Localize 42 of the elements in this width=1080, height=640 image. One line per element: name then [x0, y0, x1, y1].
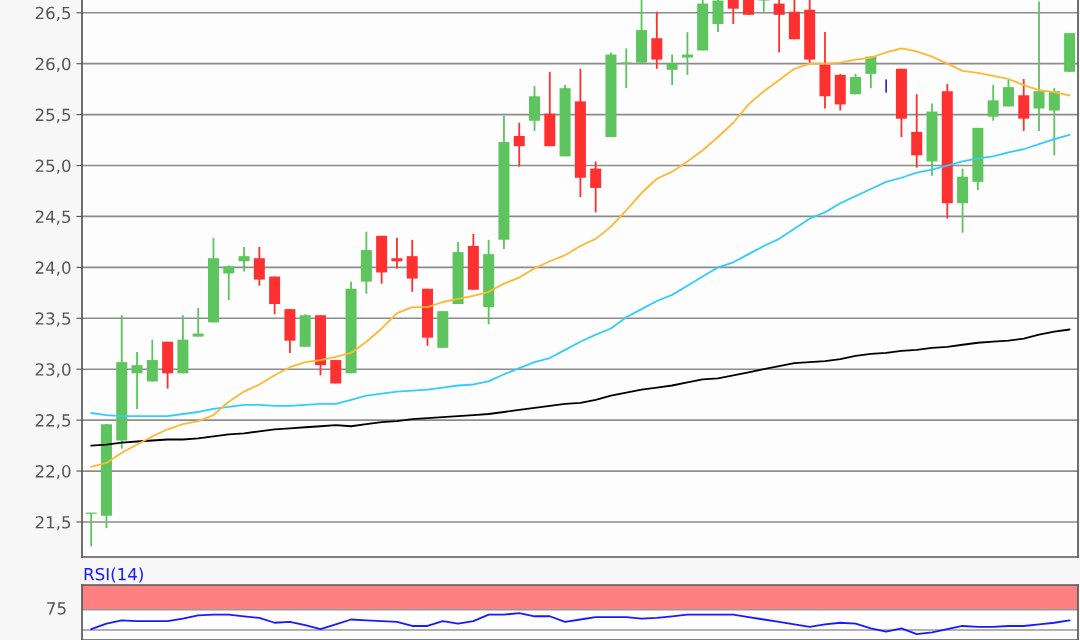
candlestick — [1033, 0, 1045, 132]
y-tick-label: 26,0 — [35, 57, 71, 72]
candlestick — [773, 0, 785, 54]
candlestick — [758, 0, 770, 13]
candlestick — [666, 53, 678, 86]
y-tick-label: 22,0 — [35, 465, 71, 480]
candlestick — [253, 246, 265, 287]
candlestick — [1018, 78, 1030, 132]
candlestick — [620, 47, 632, 90]
y-tick-label: 24,0 — [35, 261, 71, 276]
line-series — [90, 134, 1071, 417]
annotation: I — [885, 79, 888, 93]
candlestick — [727, 0, 739, 25]
candlestick — [590, 160, 602, 214]
candlestick — [131, 350, 143, 410]
candlestick — [865, 55, 877, 90]
y-tick-label: 21,5 — [35, 515, 71, 531]
y-tick-label: 25,5 — [35, 108, 71, 123]
candlestick — [987, 84, 999, 122]
chart-title: RSI(14) — [84, 567, 143, 583]
candlestick — [651, 10, 663, 70]
line-series — [90, 47, 1071, 468]
candlestick — [513, 121, 525, 168]
y-tick-label: 26,5 — [35, 6, 71, 22]
candlestick — [223, 264, 235, 301]
line-series — [90, 328, 1071, 447]
y-tick-label: 24,5 — [35, 210, 71, 225]
candlestick — [192, 307, 204, 338]
candlestick — [1002, 79, 1014, 108]
candlestick — [681, 31, 693, 76]
candlestick — [406, 238, 418, 293]
y-tick-label: 22,5 — [35, 414, 71, 429]
y-tick-label: 23,0 — [35, 363, 71, 378]
y-tick-label: 25,0 — [35, 159, 71, 174]
candlestick — [146, 338, 158, 383]
candlestick — [712, 0, 724, 34]
candlestick — [911, 93, 923, 169]
candlestick — [238, 246, 250, 273]
y-tick-label: 23,5 — [35, 312, 71, 327]
text: 75 — [47, 602, 66, 615]
candlestick — [1048, 87, 1060, 157]
candlestick — [391, 236, 403, 270]
